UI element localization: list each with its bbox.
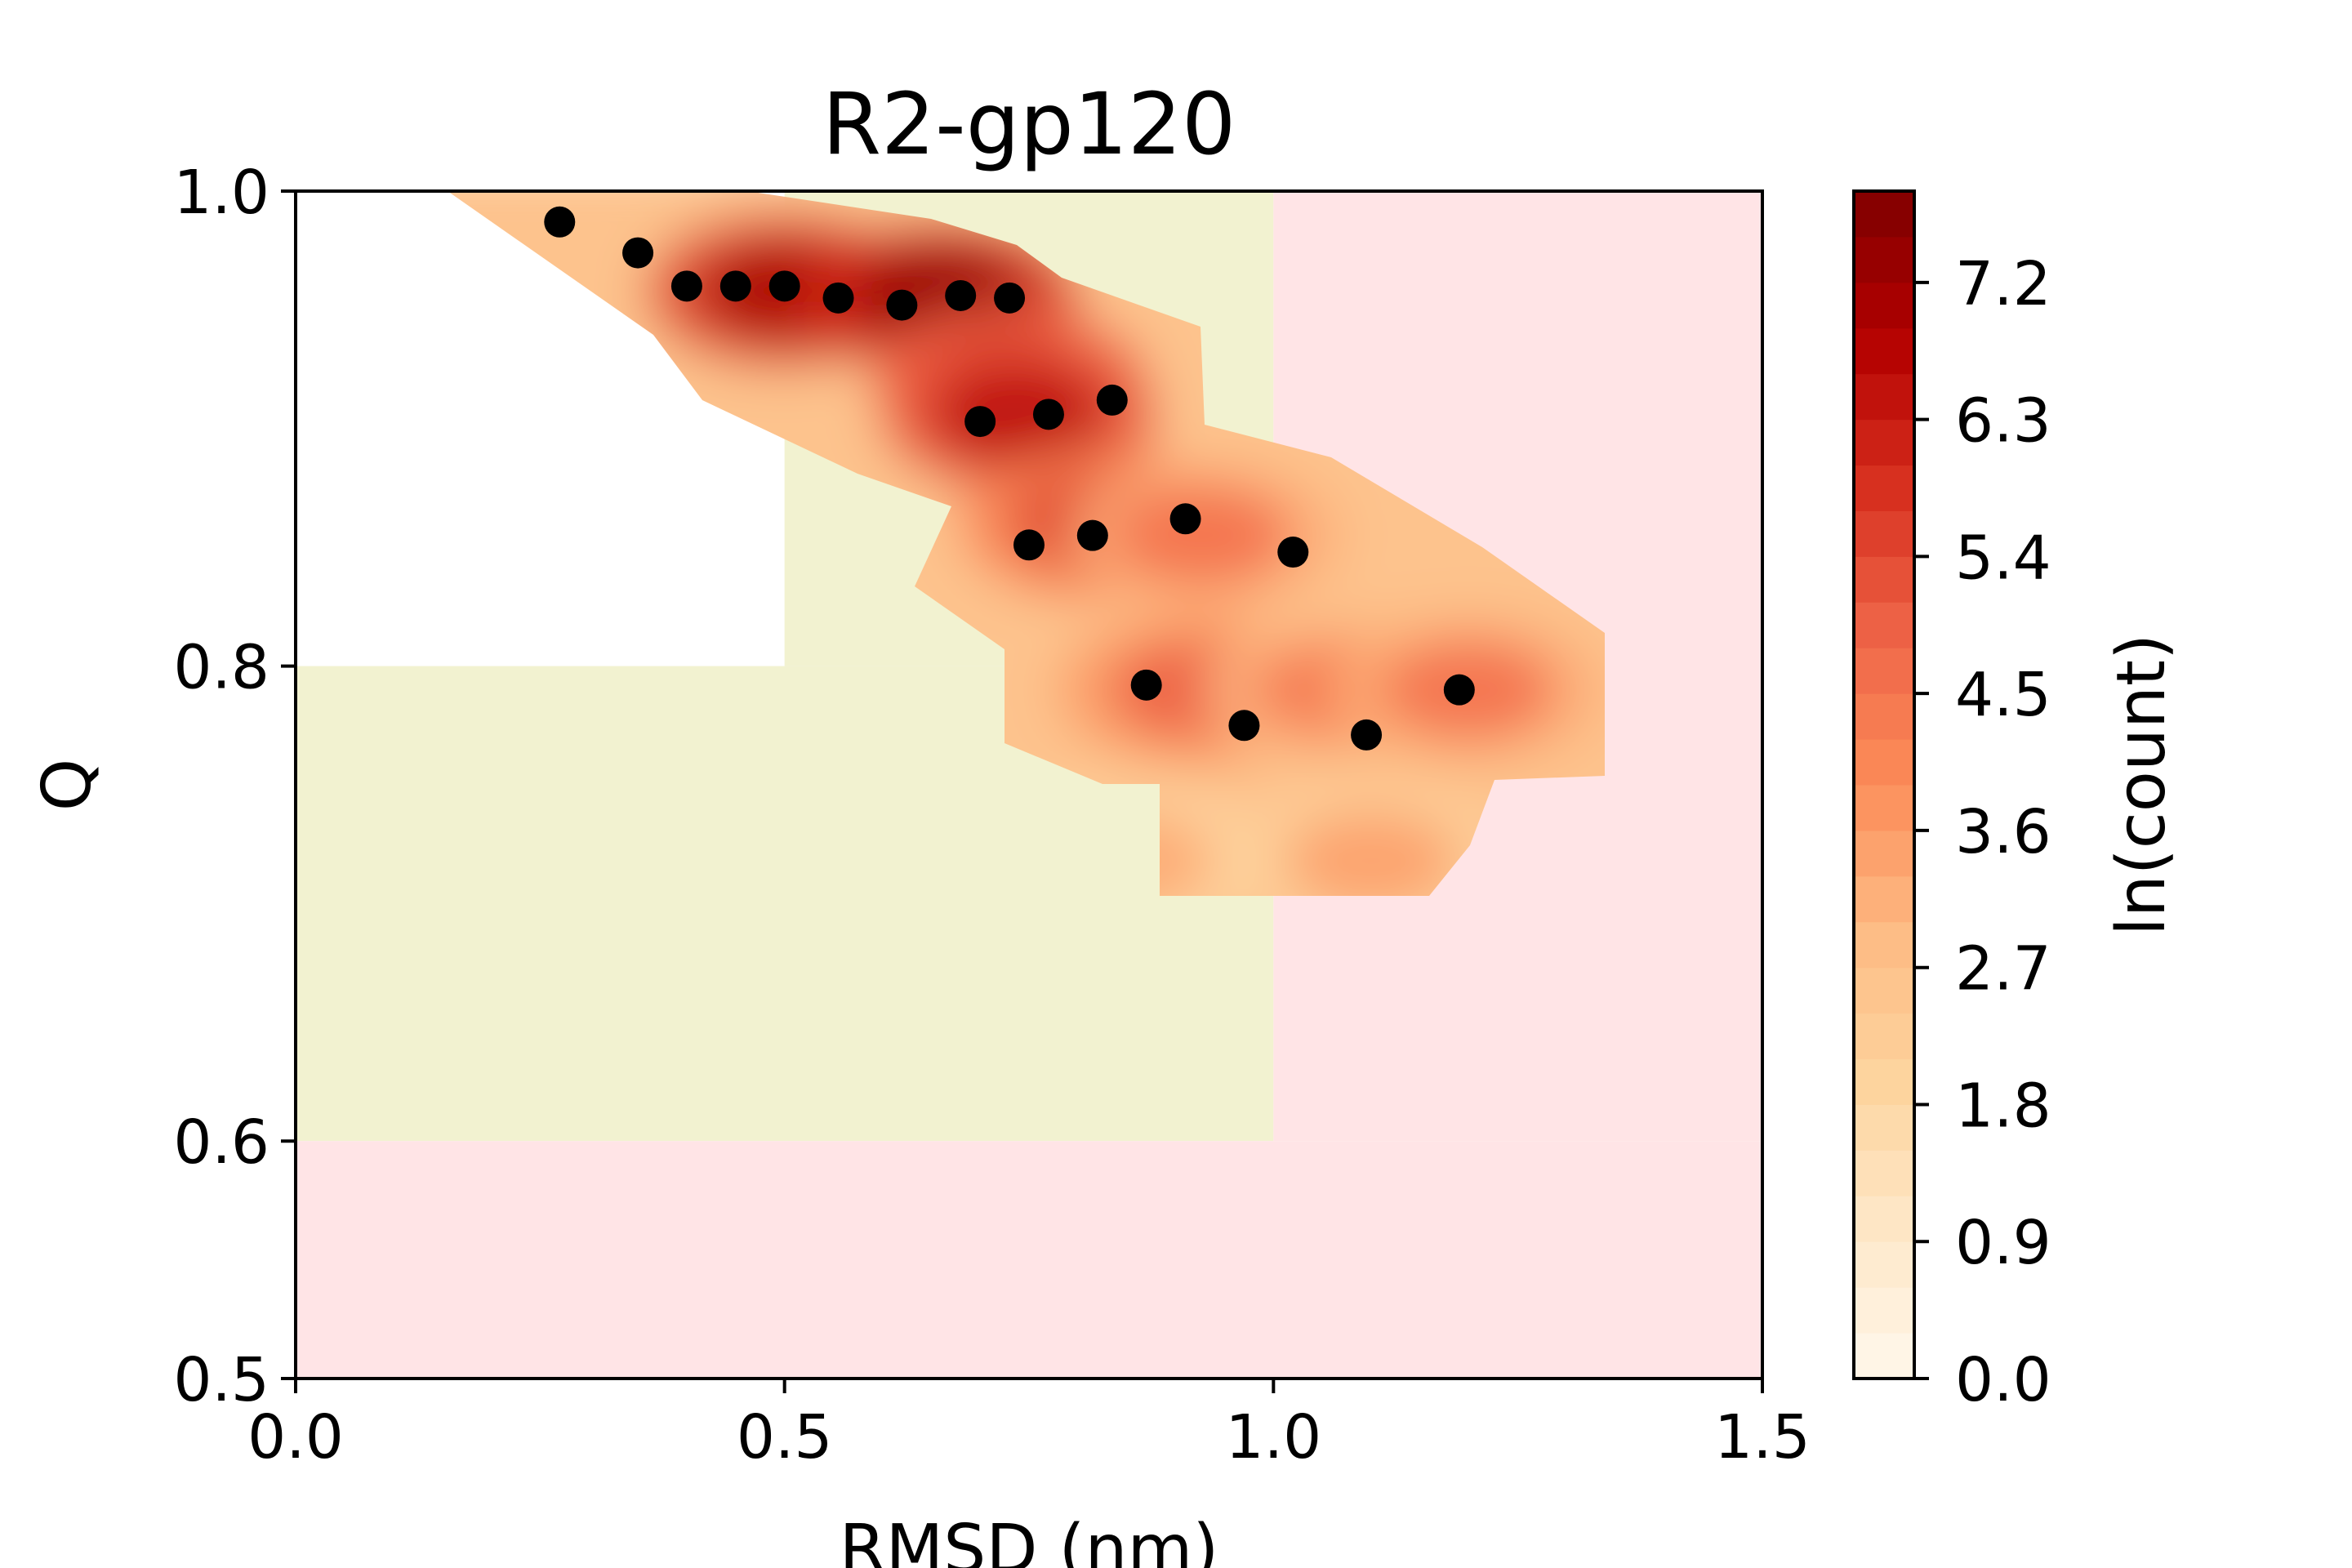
x-tick-label: 1.5	[1714, 1402, 1811, 1472]
data-point	[719, 270, 751, 302]
colorbar-bands	[1854, 191, 1914, 1379]
colorbar-band	[1854, 1013, 1914, 1060]
y-tick-label: 0.6	[173, 1107, 270, 1178]
colorbar-band	[1854, 1150, 1914, 1196]
colorbar-band	[1854, 510, 1914, 557]
colorbar-band	[1854, 236, 1914, 283]
data-point	[1443, 674, 1475, 706]
colorbar-band	[1854, 1287, 1914, 1334]
colorbar-band	[1854, 1104, 1914, 1151]
colorbar-band	[1854, 191, 1914, 238]
data-point	[822, 282, 854, 314]
colorbar-band	[1854, 921, 1914, 969]
data-point	[1169, 503, 1201, 535]
density-blob	[1285, 812, 1458, 896]
colorbar-band	[1854, 1058, 1914, 1105]
colorbar-band	[1854, 693, 1914, 740]
data-point	[1013, 529, 1045, 561]
data-point	[1076, 519, 1108, 551]
data-point	[1096, 384, 1128, 416]
data-point	[544, 206, 576, 238]
colorbar-band	[1854, 875, 1914, 923]
density-blob	[933, 368, 1106, 466]
colorbar-tick-label: 0.0	[1955, 1345, 2051, 1415]
colorbar-band	[1854, 1196, 1914, 1242]
colorbar-band	[1854, 602, 1914, 648]
colorbar-band	[1854, 648, 1914, 694]
data-point	[1277, 537, 1309, 568]
data-point	[1351, 719, 1383, 751]
colorbar-tick-label: 0.9	[1955, 1208, 2051, 1278]
data-point	[670, 270, 702, 302]
colorbar-band	[1854, 739, 1914, 786]
colorbar-band	[1854, 967, 1914, 1014]
data-point	[886, 289, 918, 321]
colorbar-title: ln(count)	[2103, 634, 2180, 936]
data-point	[1228, 710, 1260, 742]
colorbar-band	[1854, 419, 1914, 466]
colorbar-tick-label: 4.5	[1955, 660, 2051, 730]
colorbar-band	[1854, 327, 1914, 375]
colorbar-tick-label: 7.2	[1955, 249, 2051, 319]
colorbar-band	[1854, 556, 1914, 603]
colorbar-band	[1854, 1333, 1914, 1379]
background-region	[296, 1141, 1762, 1379]
density-blob	[1119, 486, 1291, 585]
y-axis-title: Q	[29, 759, 106, 812]
y-axis: 0.5 0.6 0.8 1.0	[173, 158, 296, 1415]
colorbar-band	[1854, 830, 1914, 877]
colorbar-tick-label: 2.7	[1955, 934, 2051, 1004]
y-tick-label: 0.5	[173, 1345, 270, 1415]
colorbar-band	[1854, 373, 1914, 421]
data-point	[768, 270, 800, 302]
data-point	[964, 406, 996, 438]
x-tick-label: 0.0	[247, 1402, 344, 1472]
colorbar-band	[1854, 282, 1914, 329]
x-axis-title: RMSD (nm)	[840, 1511, 1219, 1568]
data-point	[1130, 669, 1162, 701]
colorbar-frame	[1852, 189, 1916, 1380]
colorbar-tick-label: 5.4	[1955, 523, 2051, 593]
data-point	[994, 282, 1026, 314]
colorbar: 0.0 0.9 1.8 2.7 3.6 4.5 5.4 6.3 7.2 ln(count)	[1852, 189, 2180, 1415]
colorbar-band	[1854, 465, 1914, 511]
colorbar-tick-label: 3.6	[1955, 797, 2051, 867]
colorbar-tick-label: 1.8	[1955, 1071, 2051, 1141]
data-point	[622, 237, 654, 269]
x-tick-label: 1.0	[1225, 1402, 1321, 1472]
x-axis: 0.0 0.5 1.0 1.5	[247, 1379, 1811, 1472]
chart-title: R2-gp120	[822, 74, 1236, 174]
y-tick-label: 0.8	[173, 633, 270, 703]
data-point	[945, 279, 977, 311]
colorbar-band	[1854, 785, 1914, 831]
plot-frame	[294, 189, 1764, 1380]
x-tick-label: 0.5	[737, 1402, 833, 1472]
colorbar-ticks: 0.0 0.9 1.8 2.7 3.6 4.5 5.4 6.3 7.2	[1914, 249, 2051, 1415]
y-tick-label: 1.0	[173, 158, 270, 228]
colorbar-band	[1854, 1241, 1914, 1288]
data-point	[1032, 399, 1064, 430]
data-points	[544, 206, 1475, 751]
colorbar-tick-label: 6.3	[1955, 386, 2051, 457]
